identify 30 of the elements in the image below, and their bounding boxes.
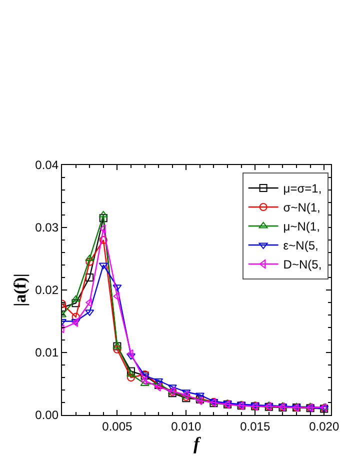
point: [86, 274, 94, 282]
point: [86, 258, 94, 266]
point: [126, 374, 135, 382]
point: [126, 353, 136, 360]
point: [126, 349, 134, 358]
point: [99, 236, 108, 244]
legend-label: σ~N(1,: [283, 200, 320, 215]
legend-label: D~N(5,: [283, 258, 322, 272]
point: [72, 299, 80, 308]
y-tick-label: 0.03: [35, 220, 59, 235]
x-tick-label: 0.020: [309, 420, 340, 434]
point: [99, 224, 106, 234]
point: [140, 376, 148, 386]
y-tick-label: 0.02: [35, 283, 59, 298]
legend-label: μ=σ=1,: [283, 182, 322, 196]
x-tick-label: 0.005: [102, 420, 133, 434]
y-axis-title: |a(f)|: [10, 274, 30, 306]
point: [126, 367, 135, 376]
legend-label: μ~N(1,: [283, 220, 320, 234]
y-tick-label: 0.04: [35, 158, 59, 172]
point: [126, 370, 136, 377]
x-axis-title: f: [194, 434, 202, 454]
legend-label: ε~N(5,: [283, 238, 318, 253]
y-tick-label: 0.00: [35, 408, 59, 422]
y-tick-label: 0.01: [35, 346, 59, 360]
point: [99, 214, 108, 222]
point: [113, 345, 122, 354]
x-tick-label: 0.010: [171, 420, 202, 434]
point: [71, 295, 80, 302]
x-tick-label: 0.015: [240, 420, 270, 434]
